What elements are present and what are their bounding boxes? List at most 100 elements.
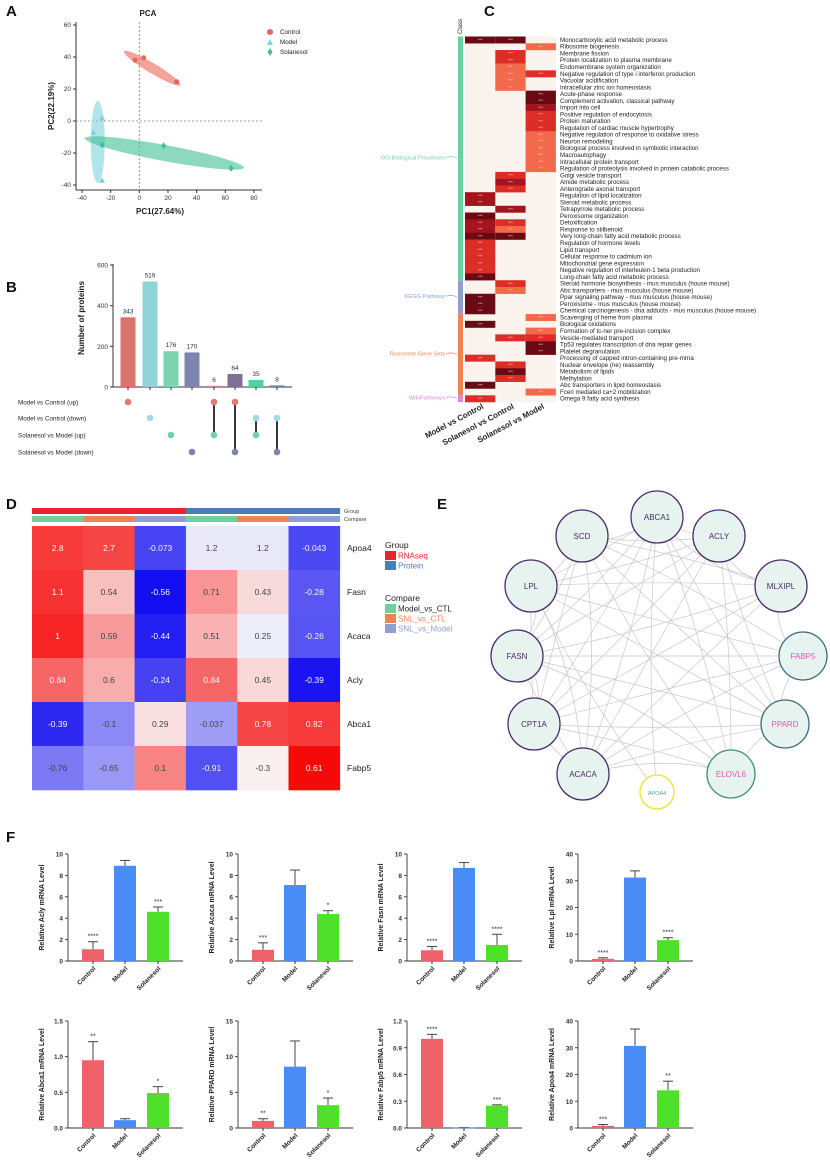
term-label: Peroxisome - mus musculus (house mouse) — [560, 301, 681, 308]
panel-label-b: B — [6, 279, 17, 296]
cell-value: 0.59 — [101, 631, 118, 641]
set-membership-dot — [252, 431, 260, 439]
category-label: Model — [281, 1132, 299, 1150]
bar-value-label: 170 — [187, 343, 198, 350]
edge — [533, 655, 804, 725]
node-label: FASN — [507, 652, 528, 661]
confidence-ellipse-control — [123, 50, 181, 86]
heatmap-cell — [465, 300, 496, 308]
edge — [582, 585, 782, 775]
edge — [656, 516, 732, 775]
edge — [650, 516, 658, 793]
significance-mark: *** — [259, 935, 267, 942]
significance-mark: *** — [538, 349, 543, 354]
heatmap-cell — [525, 104, 556, 112]
set-membership-dot — [146, 414, 154, 422]
node-fabp5: FABP5 — [778, 631, 828, 681]
significance-mark: *** — [538, 145, 543, 150]
significance-mark: *** — [508, 220, 513, 225]
bar-value-label: 6 — [212, 377, 216, 384]
data-point — [99, 114, 106, 121]
legend-label: Solanesol — [280, 49, 308, 56]
term-label: Nuclear envelope (ne) reassembly — [560, 362, 655, 369]
significance-mark: *** — [478, 308, 483, 313]
node-cpt1a: CPT1A — [507, 697, 561, 751]
y-axis-label: Relative Fabp5 mRNA Level — [378, 1028, 385, 1120]
term-label: Monocarboxylic acid metabolic process — [560, 37, 668, 44]
class-bar — [458, 280, 463, 315]
category-label: Model — [621, 965, 639, 983]
significance-mark: *** — [538, 105, 543, 110]
category-label: Control — [76, 1132, 97, 1153]
node-label: APOA4 — [648, 791, 666, 797]
y-axis-label: Relative Acaca mRNA Level — [209, 861, 216, 953]
category-label: Solanesol — [646, 965, 673, 992]
bar — [453, 867, 475, 961]
set-label: Model vs Control (down) — [18, 416, 86, 423]
heatmap-cell — [525, 341, 556, 349]
compare-annotation — [83, 516, 135, 522]
y-tick-label: 30 — [566, 1045, 574, 1052]
node-circle — [692, 509, 746, 563]
panel-label-d: D — [6, 496, 17, 513]
cell-value: -0.043 — [302, 543, 326, 553]
category-label: Solanesol — [136, 965, 163, 992]
significance-mark: *** — [508, 37, 513, 42]
node-circle — [556, 747, 610, 801]
term-label: Protein maturation — [560, 118, 611, 125]
y-tick-label: 0.9 — [393, 1045, 402, 1052]
legend-swatch — [385, 614, 396, 623]
term-label: Response to stilbenoid — [560, 226, 623, 233]
x-tick-label: 20 — [164, 195, 172, 202]
cell-value: 1.2 — [206, 543, 218, 553]
gene-label: Abca1 — [347, 719, 371, 729]
heatmap-cell — [465, 381, 496, 389]
group-annotation — [185, 508, 238, 514]
bar-chart-5: 0.0 0.5 1.0 1.5 Relative Abca1 mRNA Level ** C… — [39, 1019, 183, 1159]
legend-swatch — [385, 551, 396, 560]
y-tick-label: 0 — [104, 385, 108, 392]
significance-mark: **** — [88, 934, 99, 941]
bar — [284, 885, 306, 961]
heatmap-cell — [83, 526, 135, 571]
x-tick-label: -20 — [106, 195, 116, 202]
edge — [533, 585, 782, 725]
y-tick-label: 0 — [569, 1126, 573, 1133]
y-tick-label: 30 — [566, 878, 574, 885]
significance-mark: *** — [538, 44, 543, 49]
cell-value: -0.91 — [202, 763, 222, 773]
category-label: Control — [415, 965, 436, 986]
y-tick-label: 0 — [398, 959, 402, 966]
significance-mark: *** — [478, 254, 483, 259]
y-tick-label: 0.0 — [54, 1126, 63, 1133]
bar — [592, 1125, 614, 1128]
y-tick-label: 8 — [59, 873, 63, 880]
heatmap-cell — [134, 614, 187, 659]
node-elovl6: ELOVL6 — [706, 749, 756, 799]
term-label: Detoxification — [560, 220, 598, 227]
category-label: Control — [586, 965, 607, 986]
edges — [516, 516, 804, 793]
node-abca1: ABCA1 — [630, 490, 684, 544]
term-label: Neuron remodeling — [560, 138, 613, 145]
heatmap-cell — [525, 70, 556, 78]
bar — [184, 352, 200, 387]
set-membership-dot — [252, 414, 260, 422]
x-tick-label: 60 — [222, 195, 230, 202]
node-label: ACACA — [569, 770, 597, 779]
heatmap-cell — [288, 746, 341, 791]
cell-value: -0.037 — [199, 719, 223, 729]
term-label: Ppar signaling pathway - mus musculus (h… — [560, 294, 712, 301]
heatmap-cell — [465, 198, 496, 206]
confidence-ellipse-solanesol — [84, 136, 245, 170]
category-label: Control — [76, 965, 97, 986]
bar — [206, 385, 222, 387]
heatmap-cell — [237, 702, 289, 747]
cell-value: 1.1 — [52, 587, 64, 597]
heatmap-cell — [525, 314, 556, 322]
category-label: Control — [586, 1132, 607, 1153]
enrichment-heatmap: *** *** Monocarboxylic acid metabolic proc… — [381, 19, 756, 447]
significance-mark: *** — [508, 179, 513, 184]
heatmap-cell — [83, 702, 135, 747]
set-membership-dot — [188, 448, 196, 456]
